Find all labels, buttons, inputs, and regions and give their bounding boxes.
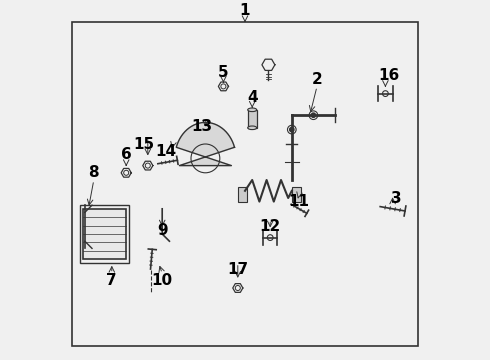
Text: 16: 16: [378, 68, 400, 83]
Circle shape: [311, 113, 316, 117]
Bar: [292, 187, 301, 202]
Text: 10: 10: [151, 273, 173, 288]
Text: 7: 7: [106, 273, 117, 288]
Text: 12: 12: [260, 219, 281, 234]
Text: 2: 2: [312, 72, 322, 87]
Text: 17: 17: [227, 262, 248, 278]
Text: 13: 13: [191, 118, 212, 134]
Ellipse shape: [248, 108, 257, 112]
Bar: [238, 187, 247, 202]
Bar: [248, 110, 257, 128]
Text: 15: 15: [134, 136, 155, 152]
Text: 6: 6: [121, 147, 132, 162]
Bar: [80, 205, 129, 263]
Text: 14: 14: [155, 144, 176, 159]
Bar: [83, 209, 126, 259]
Text: 11: 11: [289, 194, 310, 209]
Text: 4: 4: [247, 90, 258, 105]
Polygon shape: [176, 122, 235, 166]
Text: 9: 9: [157, 223, 168, 238]
Text: 8: 8: [89, 165, 99, 180]
Text: 1: 1: [240, 3, 250, 18]
Text: 5: 5: [218, 64, 229, 80]
Ellipse shape: [248, 126, 257, 130]
Circle shape: [290, 127, 294, 132]
Text: 3: 3: [391, 190, 401, 206]
